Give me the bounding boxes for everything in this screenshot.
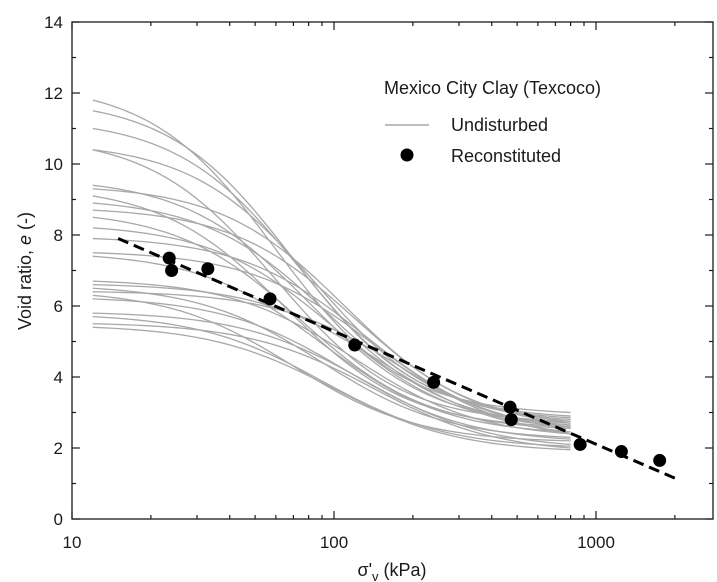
y-axis-label: Void ratio, e (-): [15, 212, 35, 330]
reconstituted-point: [503, 400, 517, 414]
reconstituted-point: [653, 453, 667, 467]
reconstituted-point: [201, 262, 215, 276]
undisturbed-curve: [92, 99, 571, 414]
reconstituted-points: [162, 251, 667, 467]
x-axis-label-tail: (kPa): [379, 560, 427, 580]
reconstituted-point: [614, 445, 628, 459]
x-tick-label: 10: [63, 533, 82, 552]
reconstituted-point: [348, 338, 362, 352]
reconstituted-point: [263, 292, 277, 306]
undisturbed-curve: [92, 227, 571, 428]
undisturbed-curve: [92, 216, 571, 430]
y-axis-label-variable: e: [15, 235, 35, 245]
reconstituted-point: [573, 437, 587, 451]
y-tick-label: 4: [54, 368, 63, 387]
reconstituted-point: [427, 375, 441, 389]
undisturbed-curve: [92, 149, 571, 421]
undisturbed-curve: [92, 326, 571, 451]
x-axis-label: σ'v (kPa): [357, 560, 426, 582]
undisturbed-curves: [92, 99, 571, 451]
x-tick-label: 100: [320, 533, 348, 552]
y-tick-label: 6: [54, 297, 63, 316]
y-tick-label: 10: [44, 155, 63, 174]
y-tick-label: 2: [54, 439, 63, 458]
undisturbed-curve: [92, 209, 571, 424]
undisturbed-curve: [92, 149, 571, 423]
undisturbed-curve: [92, 188, 571, 423]
x-axis-label-subscript: v: [372, 569, 379, 582]
undisturbed-curve: [92, 316, 571, 447]
undisturbed-curve: [92, 284, 571, 433]
x-axis: 10 100 1000: [63, 22, 676, 552]
legend-reconstituted-label: Reconstituted: [451, 146, 561, 166]
undisturbed-curve: [92, 237, 571, 428]
y-tick-label: 12: [44, 84, 63, 103]
legend-title: Mexico City Clay (Texcoco): [384, 78, 601, 98]
undisturbed-curve: [92, 280, 571, 435]
x-tick-label: 1000: [577, 533, 615, 552]
undisturbed-curve: [92, 312, 571, 446]
undisturbed-curve: [92, 323, 571, 449]
y-tick-label: 14: [44, 13, 63, 32]
legend: Mexico City Clay (Texcoco) Undisturbed R…: [384, 78, 601, 166]
reconstituted-point: [504, 413, 518, 427]
y-tick-label: 8: [54, 226, 63, 245]
undisturbed-curve: [92, 291, 571, 435]
legend-reconstituted-marker: [400, 148, 414, 162]
reconstituted-point: [165, 264, 179, 277]
undisturbed-curve: [92, 298, 571, 440]
legend-undisturbed-label: Undisturbed: [451, 115, 548, 135]
y-axis: 0 2 4 6 8 10 12 14: [44, 13, 713, 529]
y-tick-label: 0: [54, 510, 63, 529]
reconstituted-point: [162, 251, 176, 265]
